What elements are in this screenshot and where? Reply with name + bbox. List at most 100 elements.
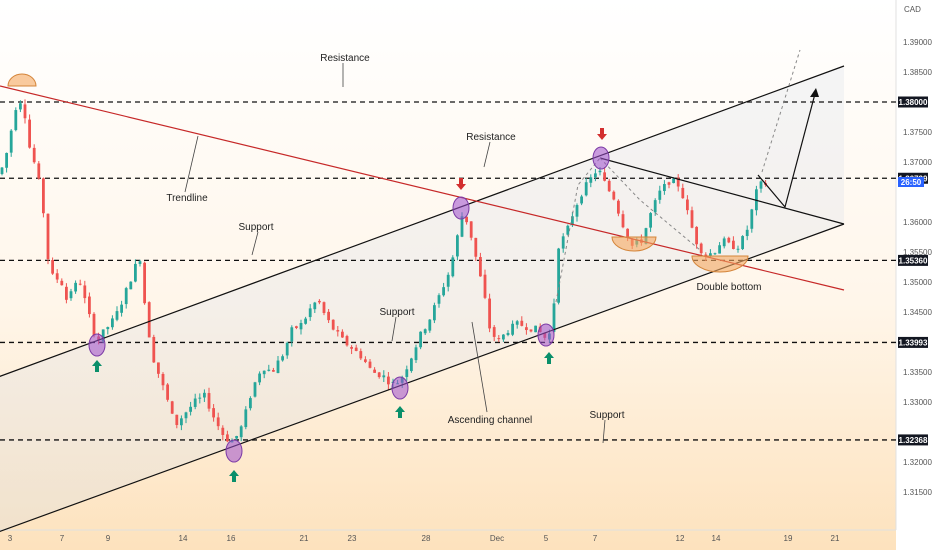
candle-body-106 (488, 298, 491, 329)
up-arrow-2 (229, 470, 239, 482)
candle-body-116 (534, 325, 537, 333)
candle-body-153 (704, 254, 708, 257)
up-arrow-4 (544, 352, 554, 364)
candle-body-156 (718, 245, 721, 254)
projection-arrowhead (810, 88, 819, 97)
candle-body-81 (373, 369, 376, 373)
price-tick-2: 1.38000 (899, 98, 928, 107)
price-tick-7: 1.35500 (903, 248, 932, 257)
price-tick-1: 1.38500 (903, 68, 932, 77)
candle-body-25 (115, 311, 119, 320)
down-arrows (456, 128, 607, 190)
candle-body-6 (28, 119, 31, 148)
price-tag-11 (898, 336, 928, 348)
candle-body-79 (364, 359, 367, 362)
date-tick-14: 21 (831, 534, 840, 543)
up-arrows (92, 352, 554, 482)
candle-body-36 (166, 384, 169, 400)
price-tick-3: 1.37500 (903, 128, 932, 137)
candle-body-2 (9, 130, 13, 153)
price-axis-background (896, 0, 932, 550)
candle-body-76 (350, 346, 353, 349)
price-tick-14: 1.32368 (899, 436, 928, 445)
candle-body-135 (621, 214, 625, 228)
candle-body-49 (226, 434, 229, 442)
price-tick-11: 1.33993 (899, 338, 928, 347)
candle-body-115 (529, 329, 533, 332)
candle-body-65 (299, 322, 303, 330)
candle-body-109 (502, 334, 505, 340)
down-arrow-1 (456, 178, 466, 190)
candle-body-31 (143, 262, 146, 304)
candle-body-13 (60, 280, 64, 286)
candle-body-16 (74, 282, 77, 292)
candle-body-80 (368, 361, 372, 368)
time-axis: 3 7 9 14 16 21 23 28 Dec 5 7 12 14 19 21 (8, 534, 840, 543)
candle-body-12 (55, 273, 59, 280)
candle-body-147 (676, 177, 680, 187)
candle-body-92 (423, 329, 427, 334)
candle-body-30 (138, 261, 142, 264)
candle-body-27 (124, 288, 128, 305)
candle-body-61 (281, 356, 284, 361)
annotation-channel: Ascending channel (448, 415, 533, 426)
touch-marker-6 (592, 146, 610, 170)
candle-body-52 (239, 426, 243, 438)
date-tick-10: 7 (593, 534, 598, 543)
candle-body-19 (88, 296, 91, 315)
candle-body-89 (410, 358, 413, 372)
candle-body-99 (456, 235, 459, 257)
candle-body-154 (709, 253, 712, 256)
candle-body-18 (83, 285, 87, 299)
callout-lines (184, 63, 606, 444)
down-arrow-2 (597, 128, 607, 140)
annotation-support-lower: Support (589, 410, 624, 421)
candle-body-28 (129, 281, 133, 290)
date-tick-1: 7 (60, 534, 65, 543)
triangle-upper-line (599, 157, 845, 225)
candle-body-162 (745, 229, 749, 237)
candle-body-111 (511, 323, 514, 335)
candle-body-136 (626, 228, 629, 238)
candle-body-47 (216, 417, 220, 427)
date-tick-7: 28 (422, 534, 431, 543)
candle-body-146 (672, 178, 675, 184)
candle-body-9 (42, 178, 45, 214)
candle-body-57 (262, 370, 266, 375)
candle-body-53 (244, 409, 248, 428)
price-tag-14 (898, 434, 928, 446)
candle-body-114 (525, 327, 528, 331)
candle-body-149 (686, 199, 689, 211)
candle-body-112 (515, 321, 519, 325)
touch-marker-1 (88, 333, 106, 357)
annotation-trendline: Trendline (166, 193, 208, 204)
candle-body-24 (111, 318, 114, 328)
candle-body-82 (377, 372, 381, 378)
candle-body-34 (157, 362, 160, 374)
countdown-label: 26:50 (901, 178, 922, 187)
annotation-support-upper: Support (238, 222, 273, 233)
candle-body-41 (189, 406, 192, 412)
candle-body-90 (414, 347, 418, 361)
touch-marker-3 (391, 376, 409, 400)
bottom-marker-1 (611, 236, 657, 252)
candle-body-126 (580, 196, 583, 204)
candle-body-48 (221, 427, 225, 435)
candle-body-104 (479, 256, 482, 277)
candle-body-128 (589, 177, 593, 183)
candle-body-77 (354, 347, 358, 351)
candle-body-91 (419, 331, 422, 348)
candle-body-95 (437, 295, 441, 304)
candle-body-70 (322, 302, 326, 314)
annotation-resistance-mid: Resistance (466, 132, 516, 143)
date-tick-4: 16 (227, 534, 236, 543)
price-axis: 1.390001.385001.380001.375001.370001.367… (898, 38, 932, 497)
candle-body-17 (78, 283, 82, 285)
candle-body-122 (561, 236, 565, 249)
candle-body-142 (653, 200, 657, 213)
candle-body-5 (23, 104, 27, 119)
candle-body-66 (304, 318, 307, 324)
annotation-support-mid: Support (379, 307, 414, 318)
candle-body-75 (345, 336, 349, 346)
